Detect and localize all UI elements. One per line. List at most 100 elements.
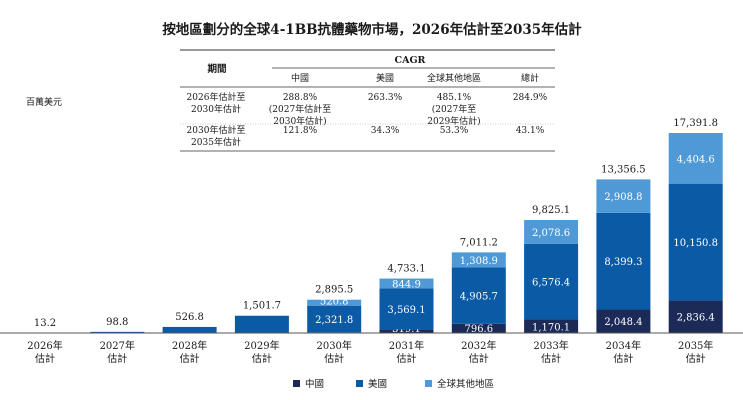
x-tick-label: 2031年 bbox=[389, 339, 424, 352]
x-tick-label: 估計 bbox=[613, 352, 633, 365]
chart-title: 按地區劃分的全球4-1BB抗體藥物市場，2026年估計至2035年估計 bbox=[162, 21, 582, 38]
segment-data-label: 520.8 bbox=[320, 297, 349, 308]
bar-segment bbox=[234, 315, 289, 333]
segment-data-label: 1,308.9 bbox=[460, 256, 498, 267]
segment-data-label: 8,399.3 bbox=[604, 257, 642, 268]
segment-data-label: 2,908.8 bbox=[604, 192, 642, 203]
x-tick-label: 2026年 bbox=[27, 339, 62, 352]
x-tick-label: 2034年 bbox=[606, 339, 641, 352]
total-data-label: 98.8 bbox=[106, 317, 128, 328]
segment-data-label: 319.1 bbox=[392, 324, 421, 335]
segment-data-label: 2,321.8 bbox=[315, 315, 353, 326]
bar-segment bbox=[524, 243, 579, 320]
table-period-cell: 2030年估計至 bbox=[187, 124, 246, 136]
bar-segment bbox=[379, 288, 434, 330]
x-tick-label: 2033年 bbox=[533, 339, 568, 352]
unit-label: 百萬美元 bbox=[26, 96, 62, 108]
segment-data-label: 4,404.6 bbox=[677, 154, 715, 165]
segment-data-label: 1,170.1 bbox=[532, 322, 570, 333]
table-column-header: 全球其他地區 bbox=[427, 72, 481, 84]
total-data-label: 17,391.8 bbox=[673, 118, 718, 129]
table-value-cell: 263.3% bbox=[368, 93, 403, 103]
legend-label: 全球其他地區 bbox=[437, 378, 494, 390]
table-value-cell: 288.8% bbox=[283, 93, 318, 103]
bar-segment bbox=[451, 267, 506, 324]
bar-segment bbox=[451, 252, 506, 268]
total-data-label: 13.2 bbox=[34, 318, 56, 329]
segment-data-label: 2,836.4 bbox=[677, 313, 715, 324]
total-data-label: 13,356.5 bbox=[601, 164, 646, 175]
x-tick-label: 2032年 bbox=[461, 339, 496, 352]
x-axis-labels: 2026年估計2027年估計2028年估計2029年估計2030年估計2031年… bbox=[27, 339, 713, 365]
total-data-label: 4,733.1 bbox=[387, 264, 425, 275]
x-tick-label: 估計 bbox=[469, 352, 489, 365]
x-tick-label: 2027年 bbox=[100, 339, 135, 352]
table-value-cell: 284.9% bbox=[513, 93, 548, 103]
legend-label: 美國 bbox=[368, 378, 387, 390]
legend-label: 中國 bbox=[305, 378, 324, 390]
total-data-label: 1,501.7 bbox=[243, 301, 281, 312]
segment-data-label: 796.6 bbox=[464, 324, 493, 335]
table-value-cell: 485.1% bbox=[437, 93, 472, 103]
segment-data-label: 6,576.4 bbox=[532, 278, 570, 289]
segment-data-label: 4,905.7 bbox=[460, 292, 498, 303]
bar-segment bbox=[90, 331, 145, 333]
segment-data-label: 844.9 bbox=[392, 279, 421, 290]
table-cagr-header: CAGR bbox=[395, 55, 426, 66]
segment-data-label: 2,078.6 bbox=[532, 228, 570, 239]
bar-segment bbox=[451, 323, 506, 333]
table-value-cell: 43.1% bbox=[516, 126, 545, 136]
bar-segment bbox=[668, 183, 723, 301]
table-column-header: 美國 bbox=[376, 72, 394, 84]
x-tick-label: 估計 bbox=[686, 352, 706, 365]
x-tick-label: 估計 bbox=[35, 352, 55, 365]
table-period-cell: 2030年估計 bbox=[191, 103, 241, 115]
table-value-cell: 34.3% bbox=[371, 126, 400, 136]
bar-segment bbox=[379, 329, 434, 333]
total-data-label: 9,825.1 bbox=[532, 205, 570, 216]
legend-swatch bbox=[425, 380, 432, 387]
segment-data-label: 3,569.1 bbox=[387, 305, 425, 316]
x-tick-label: 2030年 bbox=[316, 339, 351, 352]
table-value-cell: (2027年估計至 bbox=[269, 103, 331, 115]
legend-swatch bbox=[356, 380, 363, 387]
bar-segment bbox=[524, 220, 579, 244]
table-period-header: 期間 bbox=[207, 63, 226, 75]
segment-data-label: 10,150.8 bbox=[673, 238, 718, 249]
legend-swatch bbox=[293, 380, 300, 387]
table-column-header: 總計 bbox=[521, 72, 539, 84]
x-tick-label: 估計 bbox=[397, 352, 417, 365]
total-data-label: 2,895.5 bbox=[315, 285, 353, 296]
segment-data-label: 2,048.4 bbox=[604, 317, 642, 328]
bar-segment bbox=[596, 212, 651, 310]
table-period-cell: 2026年估計至 bbox=[187, 91, 246, 103]
x-tick-label: 估計 bbox=[252, 352, 272, 365]
bar-segment bbox=[162, 326, 217, 333]
table-column-header: 中國 bbox=[291, 72, 309, 84]
x-tick-label: 估計 bbox=[541, 352, 561, 365]
x-tick-label: 2028年 bbox=[172, 339, 207, 352]
x-tick-label: 2035年 bbox=[678, 339, 713, 352]
x-tick-label: 估計 bbox=[180, 352, 200, 365]
total-data-label: 7,011.2 bbox=[460, 237, 498, 248]
table-value-cell: (2027年至 bbox=[432, 103, 476, 115]
x-tick-label: 2029年 bbox=[244, 339, 279, 352]
bar-segment bbox=[596, 179, 651, 213]
bars: 13.298.8526.81,501.752.92,321.8520.82,89… bbox=[18, 118, 723, 335]
table-value-cell: 121.8% bbox=[283, 126, 318, 136]
x-tick-label: 估計 bbox=[324, 352, 344, 365]
legend: 中國 美國 全球其他地區 bbox=[293, 378, 494, 390]
total-data-label: 526.8 bbox=[175, 312, 204, 323]
table-value-cell: 53.3% bbox=[440, 126, 469, 136]
table-period-cell: 2035年估計 bbox=[191, 136, 241, 148]
bar-segment bbox=[596, 309, 651, 333]
bar-segment bbox=[307, 305, 362, 333]
bar-segment bbox=[307, 299, 362, 306]
x-tick-label: 估計 bbox=[107, 352, 127, 365]
bar-segment bbox=[668, 300, 723, 333]
bar-segment bbox=[379, 278, 434, 289]
bar-segment bbox=[668, 133, 723, 184]
bar-segment bbox=[524, 319, 579, 333]
